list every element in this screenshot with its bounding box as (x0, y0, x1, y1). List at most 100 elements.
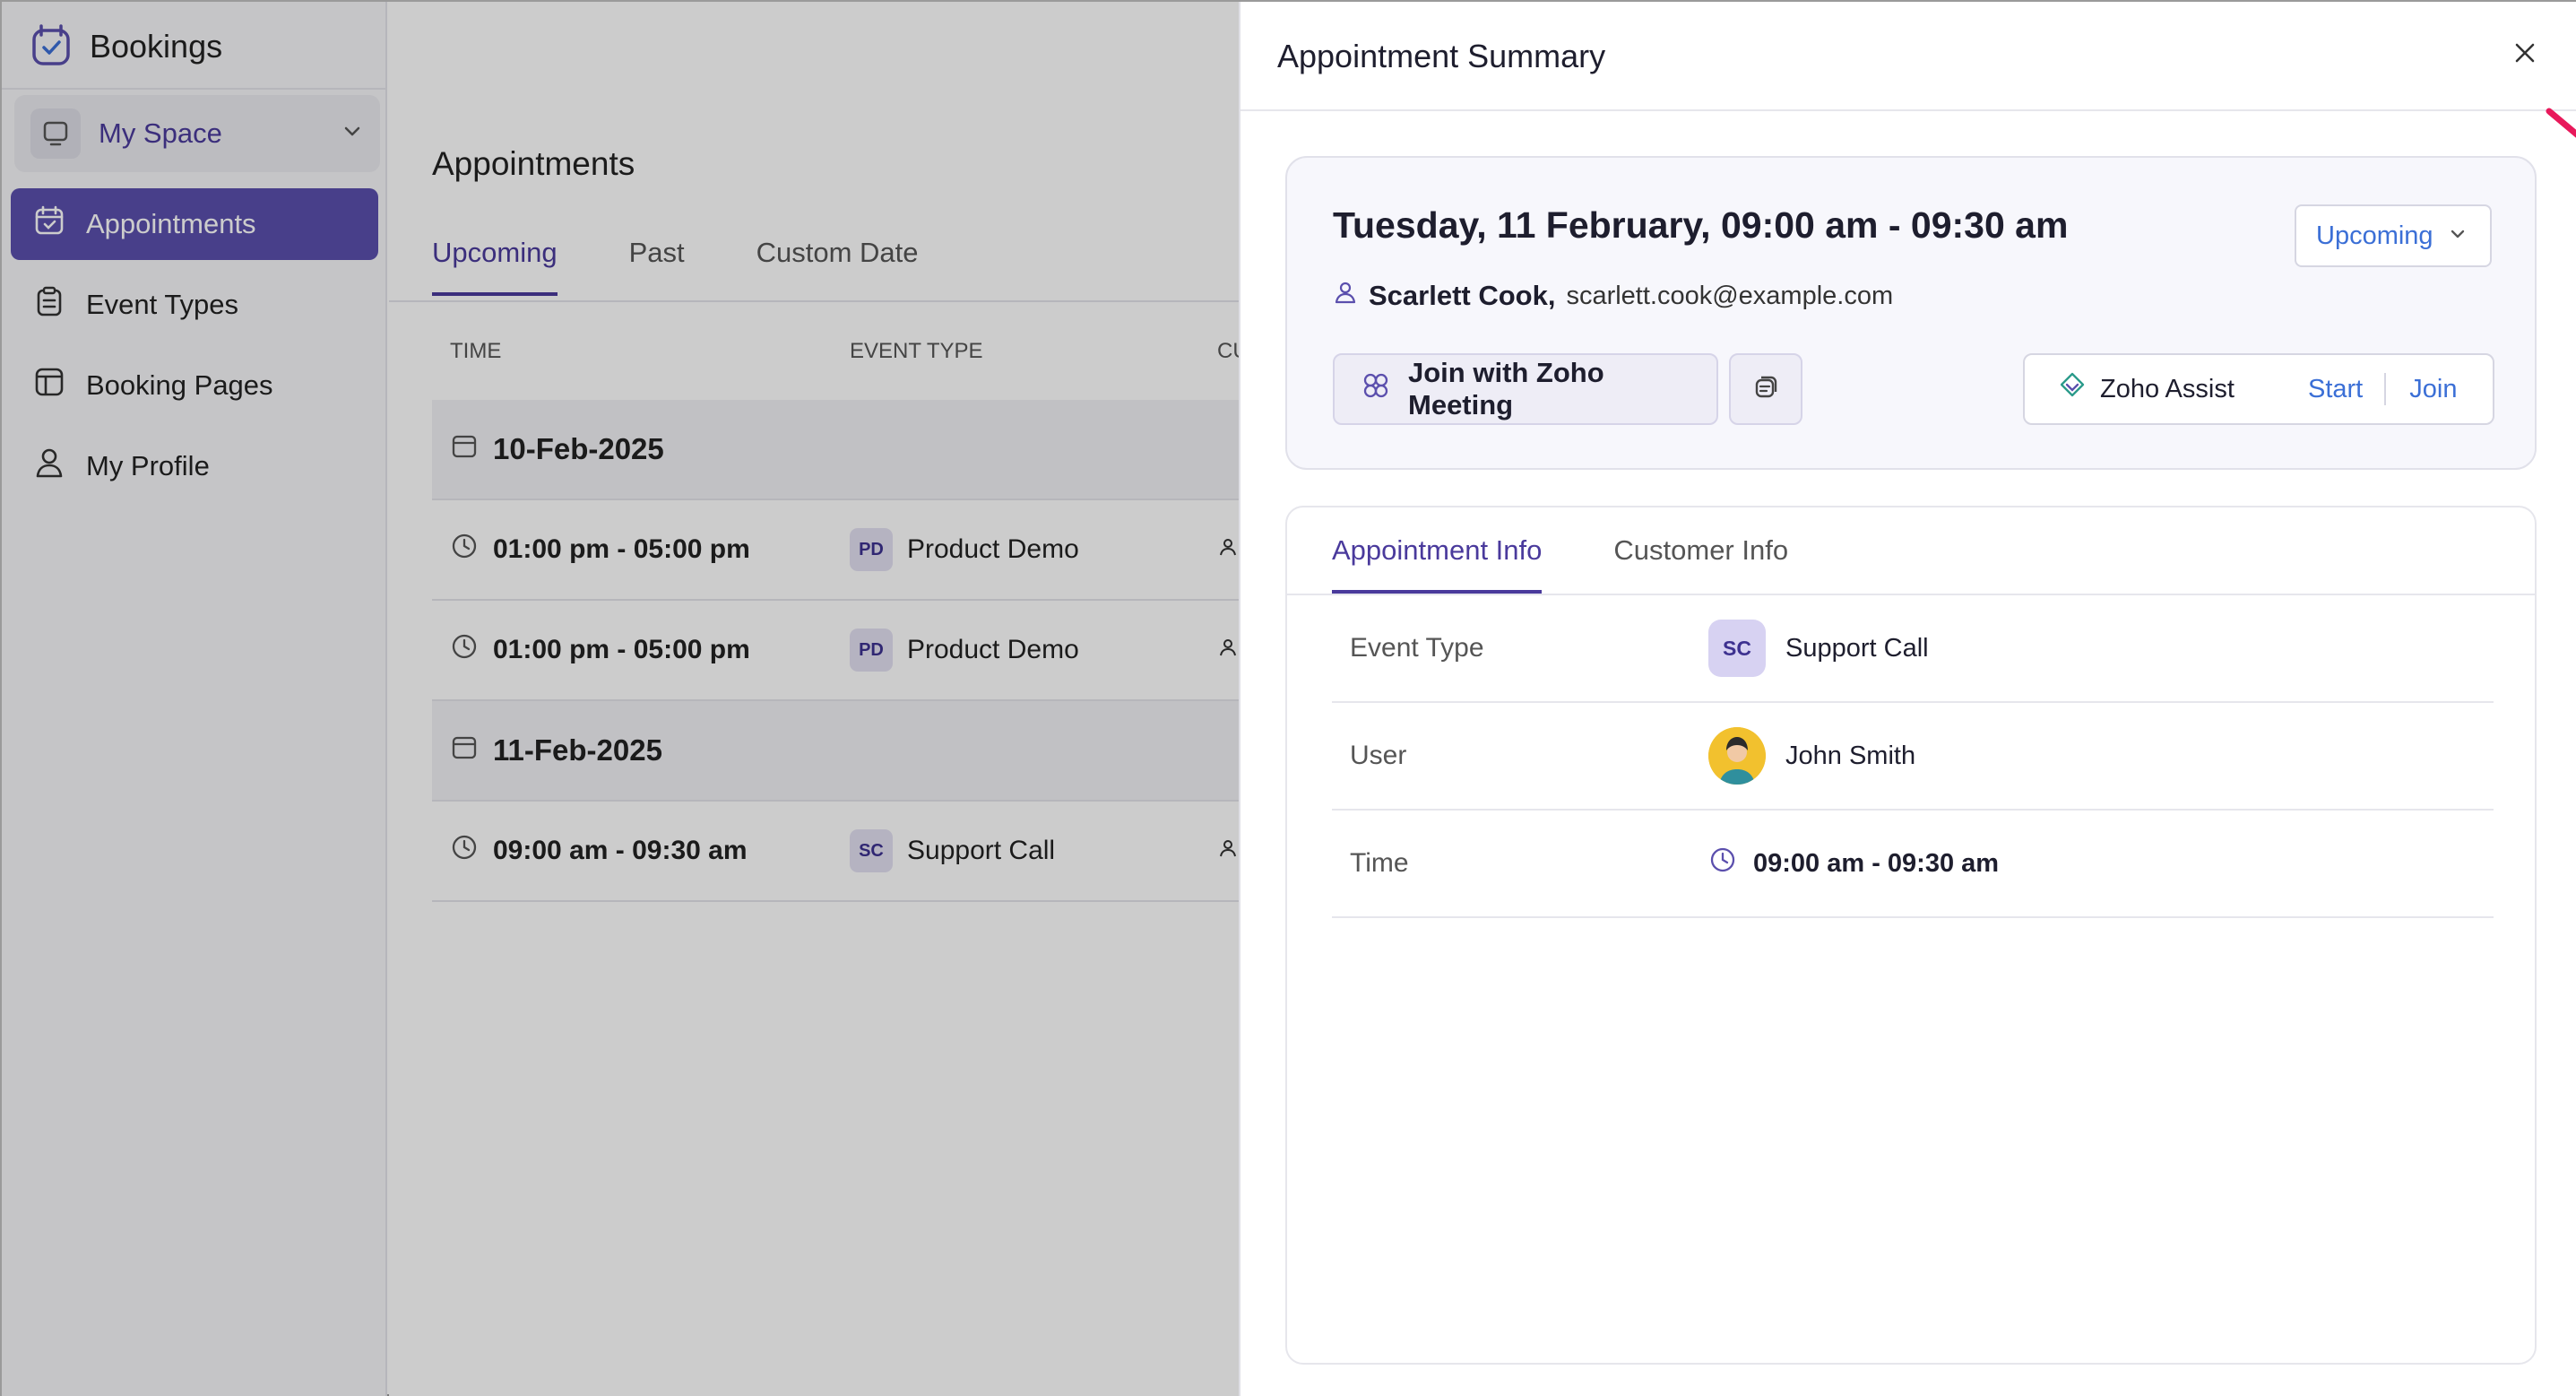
status-dropdown[interactable]: Upcoming (2295, 204, 2492, 267)
info-list: Event Type SC Support Call User John Smi… (1332, 595, 2494, 918)
clock-icon (450, 632, 479, 668)
clipboard-icon (32, 284, 66, 325)
user-icon (1217, 534, 1239, 565)
avatar (1708, 727, 1766, 785)
copy-link-button[interactable] (1729, 353, 1802, 425)
clock-icon (1708, 845, 1737, 881)
user-value: John Smith (1785, 741, 1916, 770)
panel-title: Appointment Summary (1277, 38, 1606, 74)
modal-backdrop[interactable] (2, 2, 1239, 1396)
info-label: Time (1350, 848, 1409, 878)
date-group-header: 11-Feb-2025 (432, 701, 1240, 802)
panel-header: Appointment Summary (1240, 2, 2576, 111)
appointment-card: Tuesday, 11 February, 09:00 am - 09:30 a… (1285, 156, 2537, 470)
bookings-logo-icon (29, 22, 73, 72)
user-icon (1217, 635, 1239, 665)
row-event-type: Support Call (907, 836, 1056, 865)
appointments-main: Appointments Upcoming Past Custom Date T… (389, 2, 1275, 1396)
tab-upcoming[interactable]: Upcoming (432, 237, 558, 296)
date-group-header: 10-Feb-2025 (432, 400, 1240, 500)
clock-icon (450, 833, 479, 869)
tab-past[interactable]: Past (628, 237, 685, 268)
customer-line: Scarlett Cook, scarlett.cook@example.com (1333, 280, 1893, 312)
appointment-datetime: Tuesday, 11 February, 09:00 am - 09:30 a… (1333, 204, 2069, 246)
event-badge: SC (850, 829, 893, 872)
space-selector[interactable]: My Space (14, 95, 380, 172)
sidebar-item-my-profile[interactable]: My Profile (11, 430, 378, 502)
zoho-assist-text: Zoho Assist (2100, 374, 2235, 403)
tab-appointment-info[interactable]: Appointment Info (1332, 534, 1543, 594)
tab-customer-info[interactable]: Customer Info (1613, 534, 1789, 566)
sidebar-nav: Appointments Event Types Booking Pages M… (11, 188, 378, 511)
user-icon (32, 446, 66, 487)
info-row-event-type: Event Type SC Support Call (1332, 595, 2494, 703)
join-zoho-meeting-button[interactable]: Join with Zoho Meeting (1333, 353, 1718, 425)
sidebar-item-label: My Profile (86, 450, 210, 481)
annotation-arrow-icon (2546, 108, 2576, 138)
tab-custom-date[interactable]: Custom Date (756, 237, 919, 268)
date-label: 11-Feb-2025 (493, 733, 662, 767)
appointment-info-card: Appointment Info Customer Info Event Typ… (1285, 506, 2537, 1365)
customer-name: Scarlett Cook, (1369, 280, 1556, 311)
appointment-tabs: Upcoming Past Custom Date (432, 237, 919, 296)
info-tabs: Appointment Info Customer Info (1332, 534, 1788, 594)
app-title: Bookings (90, 28, 223, 65)
event-badge: PD (850, 629, 893, 672)
sidebar-item-label: Appointments (86, 208, 256, 239)
sidebar-item-label: Event Types (86, 289, 239, 320)
table-row[interactable]: 01:00 pm - 05:00 pm PD Product Demo C (432, 500, 1269, 601)
sidebar-item-booking-pages[interactable]: Booking Pages (11, 350, 378, 421)
sidebar-item-event-types[interactable]: Event Types (11, 269, 378, 341)
calendar-icon (450, 733, 479, 768)
user-icon (1333, 280, 1358, 312)
close-icon (2512, 40, 2537, 70)
info-label: User (1350, 741, 1407, 770)
status-value: Upcoming (2316, 221, 2433, 250)
copy-icon (1750, 371, 1782, 408)
date-label: 10-Feb-2025 (493, 432, 664, 465)
row-time: 01:00 pm - 05:00 pm (493, 534, 750, 564)
calendar-icon (32, 204, 66, 245)
sidebar-item-appointments[interactable]: Appointments (11, 188, 378, 260)
join-meeting-label: Join with Zoho Meeting (1408, 357, 1604, 421)
row-event-type: Product Demo (907, 635, 1079, 664)
clock-icon (450, 532, 479, 568)
chevron-down-icon (341, 120, 364, 148)
sidebar-item-label: Booking Pages (86, 369, 273, 401)
zoho-assist-group: Zoho Assist Start Join (2023, 353, 2494, 425)
divider (389, 300, 1240, 302)
column-header-event-type: EVENT TYPE (850, 339, 983, 363)
monitor-icon (30, 108, 81, 159)
page-title: Appointments (432, 145, 635, 182)
info-label: Event Type (1350, 633, 1484, 663)
assist-join-button[interactable]: Join (2409, 374, 2458, 403)
column-header-time: TIME (450, 339, 502, 363)
event-badge: SC (1708, 620, 1766, 677)
brand: Bookings (29, 20, 222, 74)
space-label: My Space (99, 117, 222, 149)
close-button[interactable] (2510, 39, 2540, 70)
info-row-time: Time 09:00 am - 09:30 am (1332, 811, 2494, 918)
event-badge: PD (850, 528, 893, 571)
calendar-icon (450, 431, 479, 467)
time-value: 09:00 am - 09:30 am (1753, 848, 2000, 878)
divider (1287, 594, 2535, 595)
zoho-assist-label: Zoho Assist (2025, 370, 2286, 408)
chevron-down-icon (2448, 221, 2468, 251)
zoho-meeting-icon (1360, 369, 1392, 409)
divider (2384, 373, 2387, 405)
info-row-user: User John Smith (1332, 703, 2494, 811)
user-icon (1217, 836, 1239, 866)
row-time: 09:00 am - 09:30 am (493, 836, 748, 865)
appointment-summary-panel: Appointment Summary Tuesday, 11 February… (1239, 2, 2576, 1396)
customer-email: scarlett.cook@example.com (1566, 281, 1894, 310)
assist-start-button[interactable]: Start (2308, 374, 2364, 403)
sidebar: Bookings My Space Appointments Event Typ… (2, 2, 387, 1396)
row-time: 01:00 pm - 05:00 pm (493, 635, 750, 664)
event-type-value: Support Call (1785, 633, 1929, 663)
row-event-type: Product Demo (907, 534, 1079, 564)
divider (2, 88, 387, 90)
layout-icon (32, 365, 66, 406)
zoho-assist-icon (2057, 370, 2088, 408)
